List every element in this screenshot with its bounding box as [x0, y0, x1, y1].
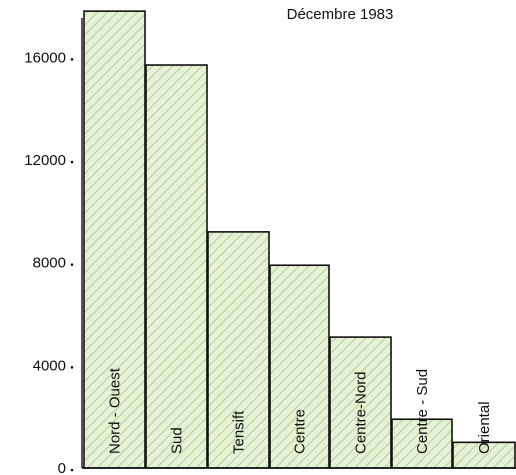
y-tick-mark: [70, 58, 74, 61]
bar-label: Sud: [169, 427, 186, 454]
bar-labels-group: Nord - Ouest Sud Tensift Centre Centre-Nord C…: [107, 367, 494, 454]
y-tick-mark: [70, 263, 74, 266]
bar-label: Centre: [292, 409, 309, 454]
bars-group: [82, 10, 516, 469]
y-axis: 0 4000 8000 12000 16000: [24, 18, 83, 475]
y-tick-label: 4000: [33, 357, 66, 374]
bar-centre-sud: [391, 418, 453, 469]
y-tick-mark: [70, 160, 74, 164]
y-tick-label: 8000: [33, 255, 66, 272]
chart-title: Décembre 1983: [287, 6, 394, 23]
y-tick-mark: [70, 366, 74, 369]
bar-label: Oriental: [476, 401, 493, 454]
bar-centre-nord: [329, 336, 392, 469]
bar-sud: [145, 64, 208, 469]
bar-label: Centre-Nord: [353, 371, 370, 454]
bar-label: Tensift: [231, 410, 248, 454]
bar-label: Nord - Ouest: [107, 367, 124, 454]
bar-label: Centre - Sud: [414, 369, 431, 454]
bar-oriental: [452, 441, 516, 469]
y-tick-label: 12000: [24, 152, 66, 169]
y-tick-label: 0: [58, 460, 66, 475]
y-tick-label: 16000: [24, 49, 66, 66]
y-tick-mark: [70, 468, 74, 472]
bar-tensift: [207, 231, 270, 469]
